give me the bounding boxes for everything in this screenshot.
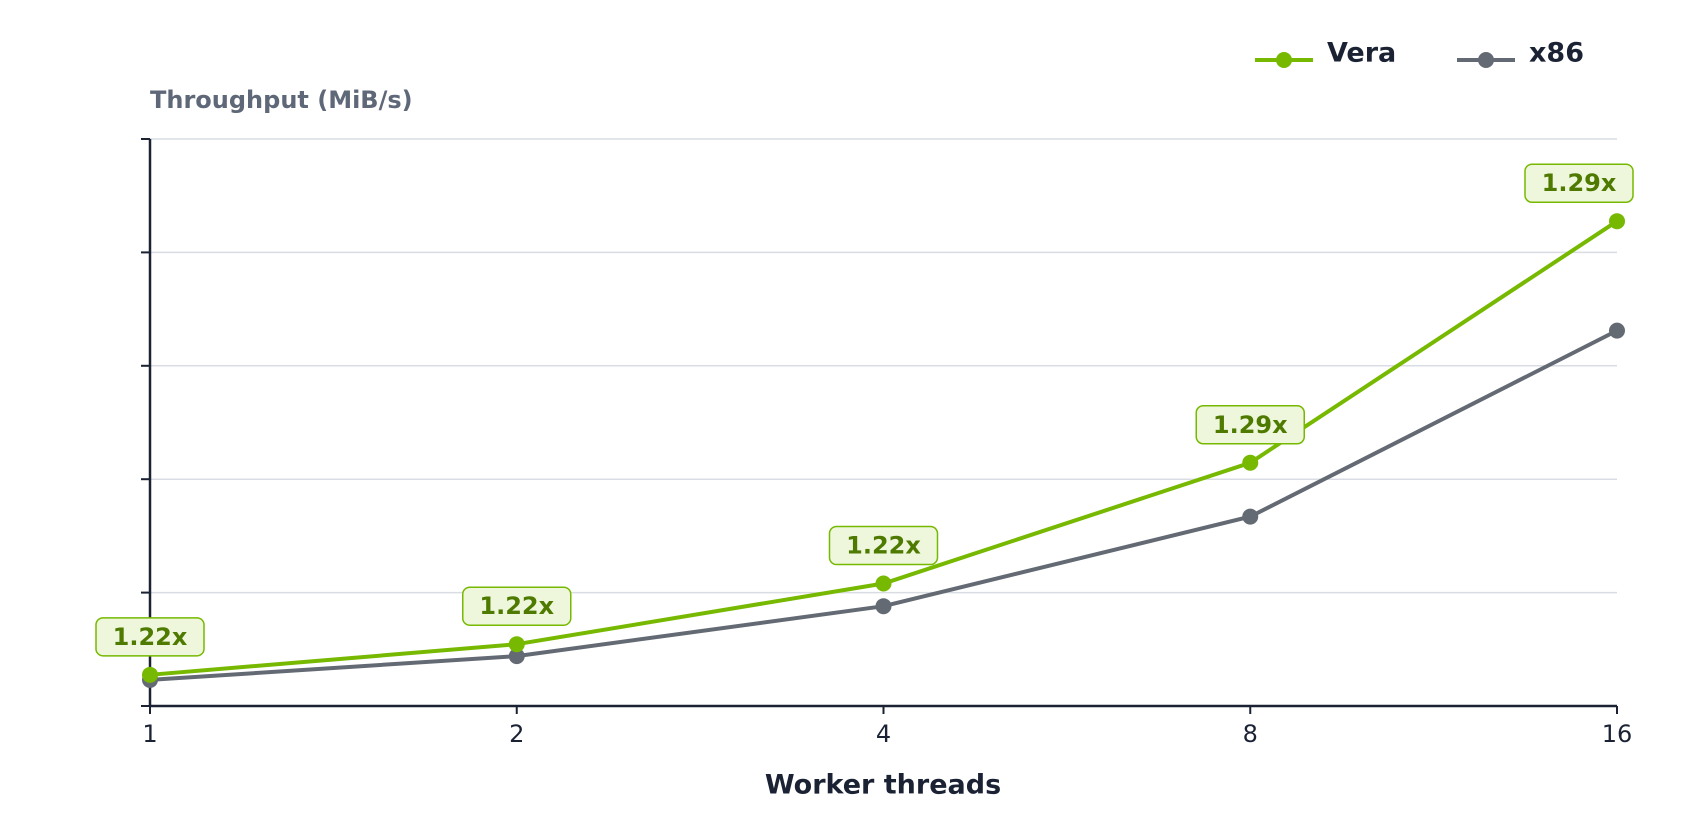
annotation: 1.22x <box>479 592 554 620</box>
point <box>1609 213 1625 230</box>
annotation-box <box>95 617 205 657</box>
annotation: 1.29x <box>1542 169 1617 197</box>
legend-label: x86 <box>1529 38 1584 69</box>
y-axis-label: Throughput (MiB/s) <box>150 86 413 114</box>
legend-label: Vera <box>1327 38 1396 69</box>
point <box>875 575 892 592</box>
x-tick-label: 8 <box>1243 720 1258 748</box>
x-tick-label: 16 <box>1602 720 1633 748</box>
legend-marker <box>1276 52 1292 68</box>
annotation-box <box>828 525 939 566</box>
x-tick-label: 4 <box>876 720 891 748</box>
x-tick-label: 1 <box>142 720 157 748</box>
point <box>508 636 525 653</box>
point <box>508 648 525 665</box>
annotation-box <box>1524 163 1634 203</box>
annotation-box <box>462 586 572 626</box>
series-line <box>149 328 1618 682</box>
x-axis-label: Worker threads <box>765 770 1001 801</box>
annotation: 1.22x <box>113 623 188 651</box>
point <box>1609 322 1625 339</box>
point <box>1242 508 1259 525</box>
annotation-box <box>1195 405 1305 445</box>
point <box>875 598 892 615</box>
x-tick-label: 2 <box>509 720 524 748</box>
point <box>1242 454 1259 471</box>
annotation: 1.29x <box>1213 411 1288 439</box>
legend-marker <box>1478 52 1494 68</box>
point <box>142 666 158 683</box>
annotation: 1.22x <box>846 532 921 560</box>
